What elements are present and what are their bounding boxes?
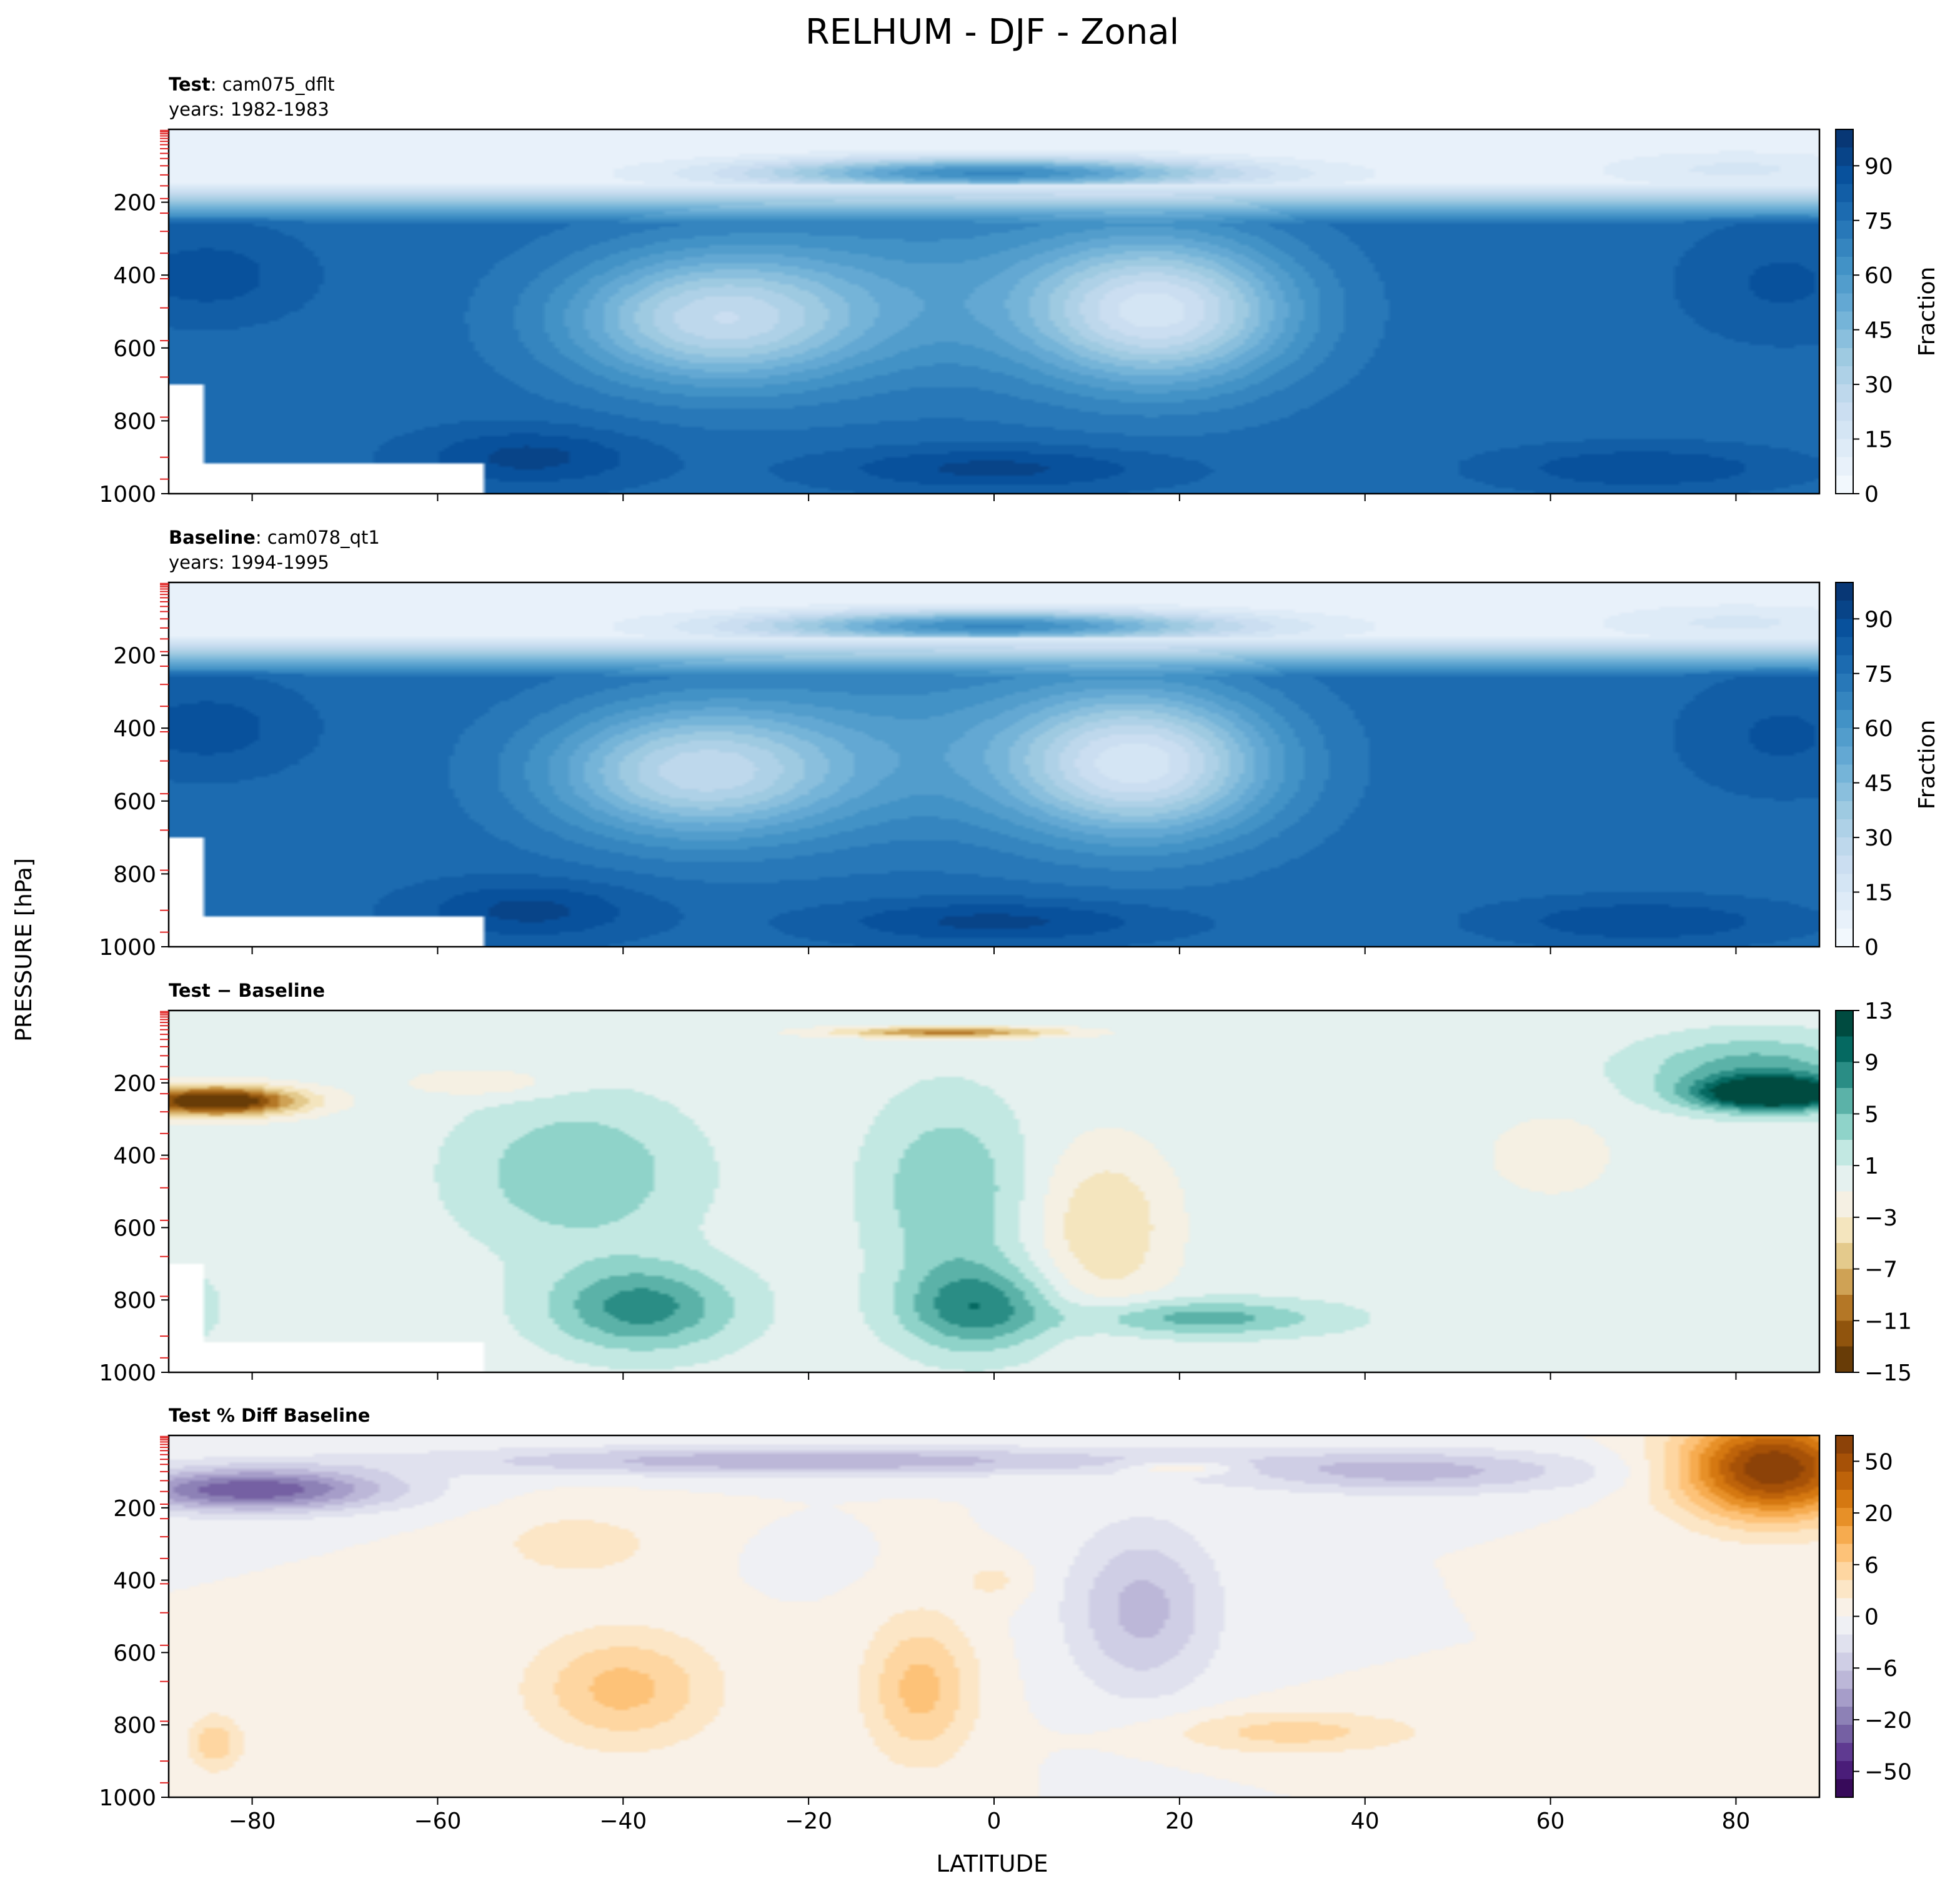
colorbar-tick-label: 30: [1864, 826, 1893, 851]
y-tick-label: 200: [113, 191, 156, 216]
colorbar: −15 −11 −7 −3 1 5 9 13: [1835, 999, 1912, 1386]
panel-title: Baseline: cam078_qt1: [169, 527, 380, 548]
y-tick-label: 600: [113, 1640, 156, 1666]
panel-title: Test − Baseline: [169, 980, 325, 1001]
colorbar-tick-label: −3: [1864, 1205, 1898, 1231]
colorbar-tick-label: −50: [1864, 1760, 1912, 1785]
colorbar-tick-label: 30: [1864, 372, 1893, 398]
y-tick-label: 400: [113, 263, 156, 289]
y-axis-label: PRESSURE [hPa]: [11, 858, 37, 1042]
colorbar: −50 −20 −6 0 6 20 50: [1835, 1435, 1912, 1798]
x-tick-label: −20: [785, 1809, 832, 1834]
x-tick-label: 80: [1722, 1809, 1751, 1834]
panel-subtitle: years: 1994-1995: [169, 552, 329, 573]
y-tick-label: 1000: [99, 1360, 156, 1386]
panel-title-bold: Test: [169, 74, 211, 95]
heatmap-field-2: [169, 1010, 1819, 1372]
panel-subtitle: years: 1982-1983: [169, 99, 329, 120]
x-tick-label: 20: [1165, 1809, 1194, 1834]
x-tick-label: −40: [599, 1809, 647, 1834]
colorbar-fill: [1835, 582, 1854, 947]
colorbar-tick-label: 0: [1864, 1605, 1879, 1630]
colorbar-tick-label: −20: [1864, 1708, 1912, 1734]
y-tick-label: 800: [113, 1288, 156, 1314]
colorbar-fill: [1835, 129, 1854, 494]
colorbar-tick-label: 0: [1864, 482, 1879, 507]
colorbar-tick-label: 60: [1864, 716, 1893, 742]
panel-title-bold: Test % Diff Baseline: [169, 1405, 370, 1426]
panel-percent_difference: Test % Diff Baseline−80 −60 −40 −20 0 20 40 60 8…: [99, 1405, 1912, 1834]
colorbar-label: Fraction: [1914, 267, 1940, 357]
heatmap-field-1: [169, 582, 1819, 947]
panel-title-bold: Baseline: [169, 527, 256, 548]
colorbar-tick-label: −6: [1864, 1656, 1898, 1682]
panel-baseline: Baseline: cam078_qt1 years: 1994-1995 200 4…: [99, 527, 1940, 960]
colorbar-tick-label: −11: [1864, 1309, 1912, 1334]
x-tick-label: −60: [414, 1809, 461, 1834]
y-tick-label: 400: [113, 1144, 156, 1169]
colorbar-tick-label: 5: [1864, 1102, 1879, 1127]
colorbar-fill: [1835, 1010, 1854, 1373]
y-tick-label: 800: [113, 1713, 156, 1739]
colorbar-tick-label: −15: [1864, 1360, 1912, 1386]
y-tick-label: 400: [113, 1569, 156, 1594]
y-tick-label: 600: [113, 1215, 156, 1241]
panel-title: Test % Diff Baseline: [169, 1405, 370, 1426]
y-tick-label: 1000: [99, 482, 156, 507]
colorbar-tick-label: 0: [1864, 935, 1879, 960]
colorbar-tick-label: 13: [1864, 999, 1893, 1024]
colorbar-tick-label: 75: [1864, 662, 1893, 687]
colorbar-tick-label: 50: [1864, 1449, 1893, 1475]
colorbar: 0 15 30 45 60 75 90 Fraction: [1835, 582, 1940, 960]
panel-test: Test: cam075_dflt years: 1982-1983 200 400 6…: [99, 74, 1940, 507]
colorbar: 0 15 30 45 60 75 90 Fraction: [1835, 129, 1940, 507]
colorbar-tick-label: 6: [1864, 1553, 1879, 1579]
colorbar-tick-label: 15: [1864, 881, 1893, 906]
y-tick-label: 200: [113, 1496, 156, 1522]
y-tick-label: 600: [113, 336, 156, 362]
colorbar-tick-label: 15: [1864, 427, 1893, 453]
colorbar-tick-label: −7: [1864, 1257, 1898, 1283]
x-tick-label: −80: [229, 1809, 276, 1834]
heatmap-field-3: [169, 1435, 1819, 1797]
heatmap-field-0: [169, 129, 1819, 494]
colorbar-tick-label: 45: [1864, 318, 1893, 344]
y-tick-label: 1000: [99, 935, 156, 960]
colorbar-tick-label: 1: [1864, 1154, 1879, 1179]
y-tick-label: 400: [113, 716, 156, 742]
colorbar-tick-label: 45: [1864, 771, 1893, 797]
colorbar-tick-label: 90: [1864, 154, 1893, 179]
panel-title-rest: : cam078_qt1: [256, 527, 380, 548]
x-tick-label: 60: [1536, 1809, 1565, 1834]
x-tick-label: 0: [987, 1809, 1002, 1834]
y-tick-label: 200: [113, 1071, 156, 1097]
x-tick-label: 40: [1351, 1809, 1380, 1834]
panel-title: Test: cam075_dflt: [169, 74, 335, 95]
colorbar-tick-label: 20: [1864, 1501, 1893, 1527]
colorbar-tick-label: 60: [1864, 263, 1893, 289]
panel-title-rest: : cam075_dflt: [211, 74, 335, 95]
figure-title: RELHUM - DJF - Zonal: [805, 12, 1179, 52]
colorbar-tick-label: 90: [1864, 607, 1893, 632]
colorbar-label: Fraction: [1914, 720, 1940, 810]
colorbar-tick-label: 9: [1864, 1050, 1879, 1076]
y-tick-label: 800: [113, 409, 156, 434]
x-axis-label: LATITUDE: [937, 1850, 1048, 1877]
y-tick-label: 800: [113, 862, 156, 887]
panel-title-bold: Test − Baseline: [169, 980, 325, 1001]
y-tick-label: 1000: [99, 1785, 156, 1811]
y-tick-label: 600: [113, 789, 156, 815]
y-tick-label: 200: [113, 644, 156, 669]
colorbar-tick-label: 75: [1864, 209, 1893, 234]
colorbar-fill: [1835, 1435, 1854, 1798]
